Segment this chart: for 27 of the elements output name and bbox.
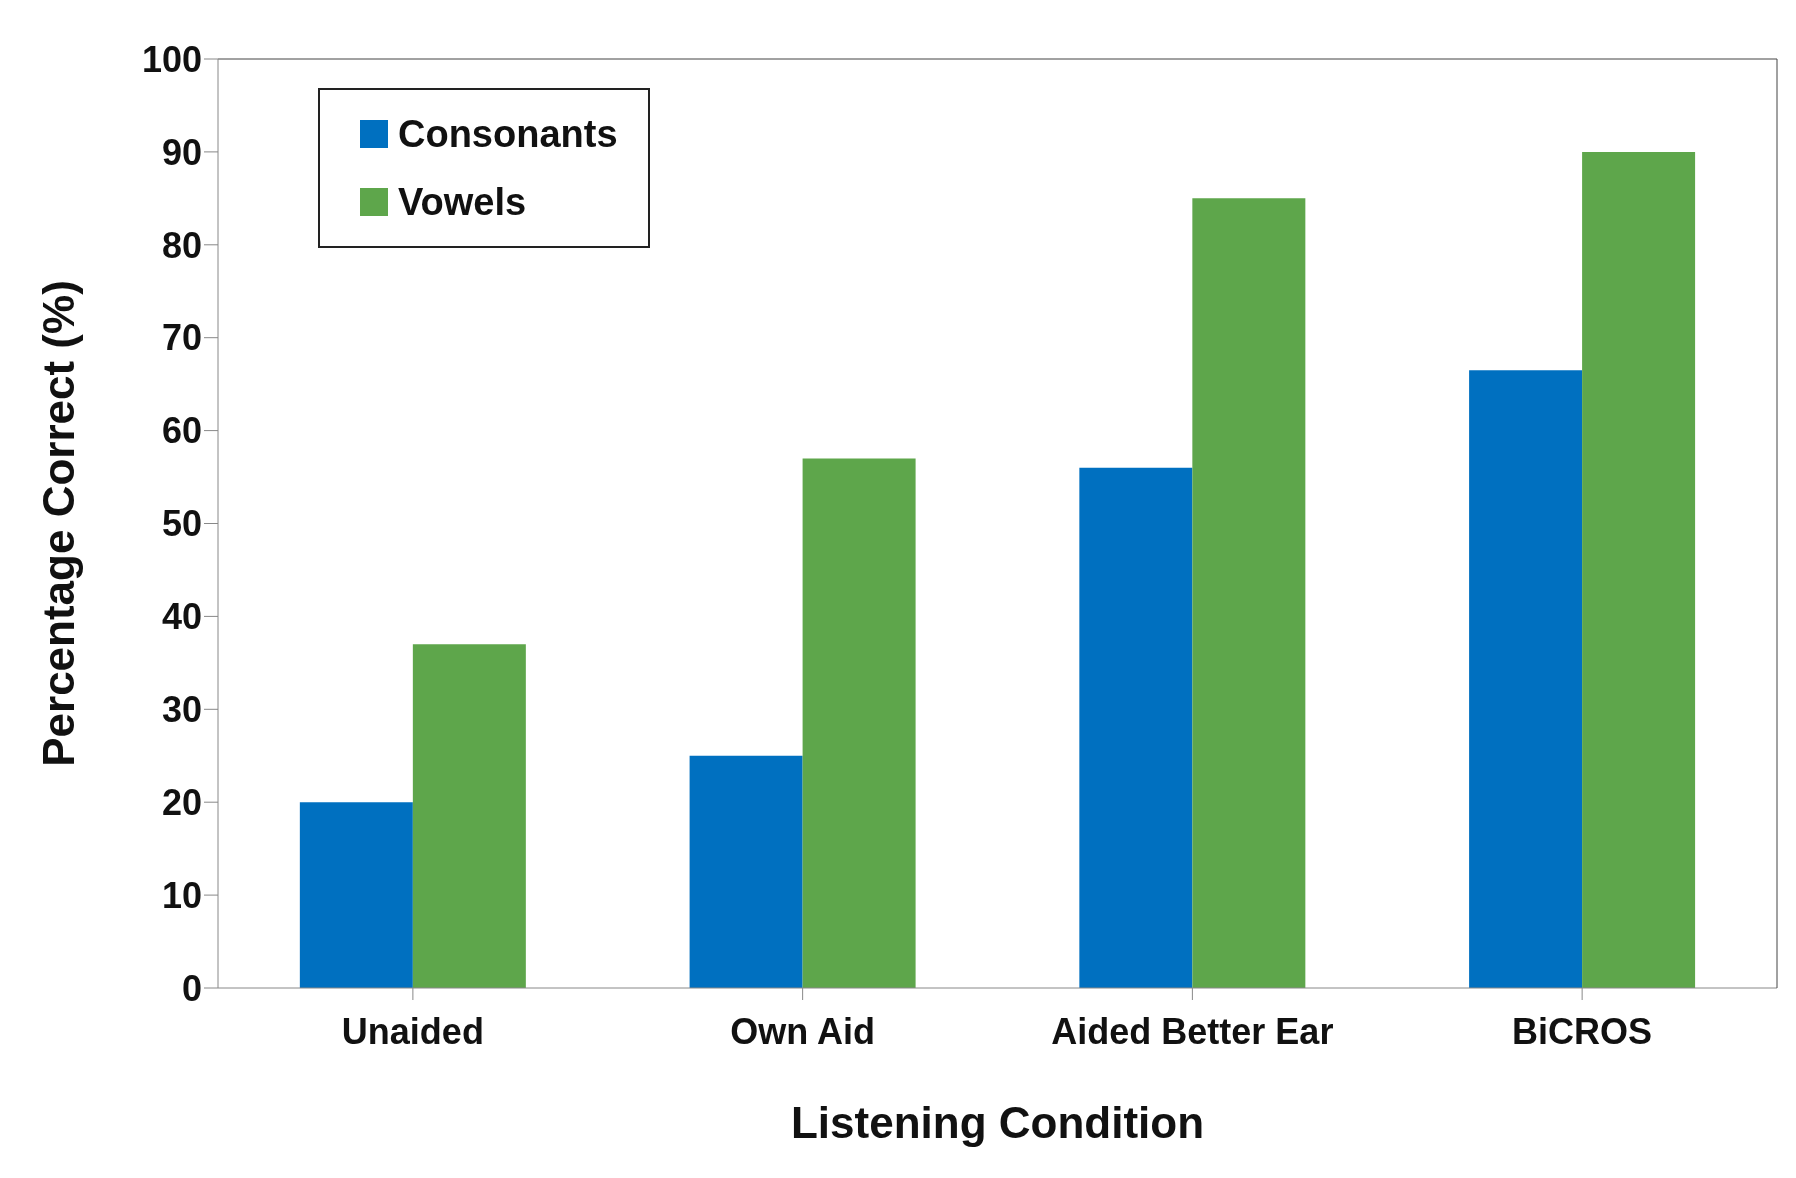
y-tick-label: 50 <box>161 503 202 545</box>
y-tick-label: 30 <box>161 689 202 731</box>
y-tick-label: 40 <box>161 596 202 638</box>
x-tick-label: BiCROS <box>1512 1010 1653 1052</box>
y-tick-label: 0 <box>181 967 202 1009</box>
y-tick-label: 90 <box>161 131 202 173</box>
x-tick-label: Unaided <box>341 1010 484 1052</box>
y-axis-title: Percentage Correct (%) <box>33 280 83 767</box>
bar <box>1469 370 1583 988</box>
bar <box>412 644 526 988</box>
y-tick-label: 60 <box>161 410 202 452</box>
x-tick-label: Aided Better Ear <box>1051 1010 1334 1052</box>
x-tick-label: Own Aid <box>730 1010 875 1052</box>
y-tick-label: 100 <box>141 38 202 80</box>
bar <box>1582 151 1696 988</box>
bar <box>802 458 916 988</box>
x-axis-title: Listening Condition <box>790 1098 1205 1147</box>
y-tick-label: 20 <box>161 781 202 823</box>
y-tick-label: 70 <box>161 317 202 359</box>
bar <box>1192 198 1306 988</box>
y-tick-label: 10 <box>161 874 202 916</box>
legend-label: Consonants <box>398 112 618 157</box>
bar <box>689 755 803 988</box>
y-tick-label: 80 <box>161 224 202 266</box>
legend-label: Vowels <box>398 180 527 225</box>
bar <box>1079 467 1193 988</box>
bar <box>299 802 413 988</box>
